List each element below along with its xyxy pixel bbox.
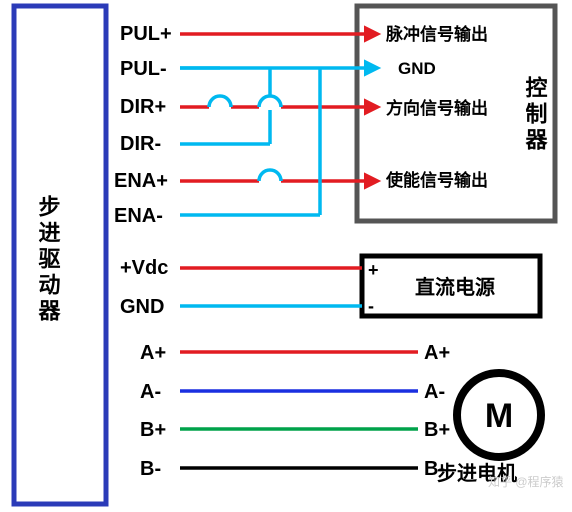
motor-terminal-label: A+ — [424, 342, 450, 364]
power-plus: + — [368, 260, 379, 280]
motor-terminal-label: A- — [424, 381, 445, 403]
controller-label: 脉冲信号输出 — [385, 24, 488, 44]
driver-terminal-label: A+ — [140, 342, 166, 364]
driver-terminal-label: A- — [140, 381, 161, 403]
driver-title: 步进驱动器 — [36, 194, 62, 325]
wire-hop — [209, 96, 231, 107]
wire-hop — [259, 170, 281, 181]
controller-label: 方向信号输出 — [386, 98, 488, 118]
driver-terminal-label: PUL- — [120, 58, 167, 80]
controller-title: 控制器 — [523, 75, 549, 154]
controller-label: 使能信号输出 — [385, 170, 488, 190]
driver-terminal-label: B- — [140, 458, 161, 480]
driver-terminal-label: ENA- — [114, 205, 163, 227]
motor-terminal-label: B+ — [424, 419, 450, 441]
driver-terminal-label: GND — [120, 296, 164, 318]
driver-terminal-label: DIR+ — [120, 96, 166, 118]
wire-hop — [259, 96, 281, 107]
driver-terminal-label: +Vdc — [120, 257, 168, 279]
motor-terminal-label: B- — [424, 458, 445, 480]
driver-terminal-label: B+ — [140, 419, 166, 441]
motor-glyph: M — [485, 397, 513, 435]
power-minus: - — [368, 296, 374, 316]
driver-terminal-label: DIR- — [120, 133, 161, 155]
driver-terminal-label: PUL+ — [120, 23, 172, 45]
controller-label: GND — [398, 59, 436, 78]
watermark: 知乎 @程序猿 — [488, 474, 564, 489]
driver-terminal-label: ENA+ — [114, 170, 168, 192]
power-title: 直流电源 — [415, 275, 495, 299]
